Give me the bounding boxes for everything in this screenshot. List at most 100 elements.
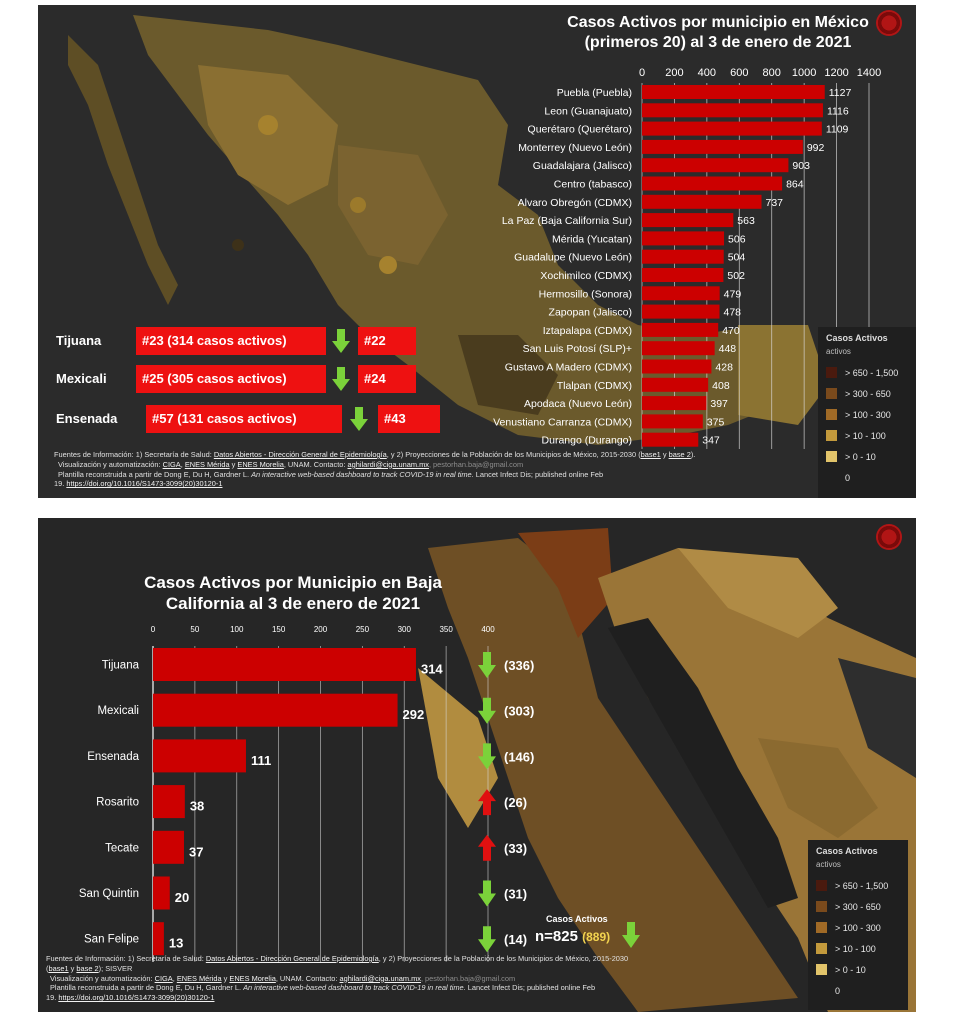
bar	[153, 785, 185, 819]
map-legend: Casos Activos activos > 650 - 1,500 > 30…	[808, 840, 908, 1010]
tick-label: 350	[439, 625, 453, 634]
ciga-logo-icon	[876, 524, 902, 550]
enes-merida-link[interactable]: ENES Mérida	[184, 459, 230, 469]
bar	[642, 158, 789, 173]
legend-item: > 0 - 10	[826, 446, 916, 467]
mexico-panel: Casos Activos por municipio en México (p…	[38, 5, 916, 498]
category-label: Mexicali	[97, 705, 139, 717]
data-label: 397	[710, 398, 728, 410]
down-arrow-icon	[332, 367, 350, 391]
data-label: 347	[702, 435, 720, 447]
down-arrow-icon	[478, 743, 496, 770]
legend-item: > 300 - 650	[826, 383, 916, 404]
category-label: Venustiano Carranza (CDMX)	[493, 416, 632, 428]
category-label: Tecate	[105, 842, 139, 854]
bar-chart-mexico: 0 200 400 600 800 1000 1200 1400 Puebla (Puebla)…	[493, 67, 881, 449]
contact-email-link[interactable]: aghilardi@ciga.unam.mx	[339, 973, 421, 983]
tick-label: 400	[698, 67, 716, 79]
total-value: n=825	[535, 928, 578, 945]
data-label: 563	[737, 215, 755, 227]
source-note: Fuentes de Información: 1) Secretaría de…	[46, 954, 629, 1003]
bar	[642, 121, 822, 136]
data-label: 1127	[829, 87, 852, 99]
legend-item: > 0 - 10	[816, 959, 908, 980]
rank-city: Tijuana	[56, 333, 102, 348]
ciga-link[interactable]: CIGA	[154, 973, 173, 983]
source-link[interactable]: base1	[640, 450, 661, 459]
baja-california-panel: Casos Activos por Municipio en Baja Cali…	[38, 518, 916, 1012]
tick-label: 200	[314, 625, 328, 634]
bar	[153, 648, 416, 681]
bar	[642, 432, 699, 447]
bar	[153, 876, 170, 910]
legend-subtitle: activos	[826, 347, 851, 356]
data-label: 111	[251, 753, 271, 768]
legend-subtitle: activos	[816, 860, 841, 869]
data-label: 903	[792, 160, 810, 172]
down-arrow-icon	[332, 329, 350, 353]
enes-morelia-link[interactable]: ENES Morelia	[237, 459, 284, 469]
bar	[642, 103, 823, 118]
source-link[interactable]: base 2	[76, 963, 99, 973]
data-label: 292	[403, 707, 425, 722]
category-label: Guadalupe (Nuevo León)	[514, 252, 632, 264]
tick-label: 600	[730, 67, 748, 79]
category-label: Leon (Guanajuato)	[544, 105, 632, 117]
legend-item: > 100 - 300	[826, 404, 916, 425]
legend-item: > 650 - 1,500	[816, 875, 908, 896]
legend-title: Casos Activos	[826, 333, 888, 343]
rank-new: #22	[358, 327, 416, 355]
data-label: 408	[712, 380, 730, 392]
down-arrow-icon	[478, 880, 496, 907]
source-link[interactable]: Datos Abiertos - Dirección General de Ep…	[205, 954, 379, 963]
change-label: (303)	[504, 704, 534, 719]
title-line-2: California al 3 de enero de 2021	[165, 594, 421, 614]
chart-title: Casos Activos por Municipio en Baja Cali…	[128, 572, 458, 615]
tick-label: 800	[763, 67, 781, 79]
bar	[642, 249, 724, 264]
source-note: Fuentes de Información: 1) Secretaría de…	[54, 450, 696, 489]
legend-item: > 100 - 300	[816, 917, 908, 938]
category-label: Ensenada	[87, 751, 139, 763]
down-arrow-icon	[350, 407, 368, 431]
data-label: 1109	[826, 124, 849, 136]
bar	[642, 414, 703, 429]
chart-title: Casos Activos por municipio en México (p…	[538, 13, 898, 53]
change-label: (33)	[504, 841, 527, 856]
category-label: Durango (Durango)	[542, 435, 632, 447]
legend-title: Casos Activos	[816, 846, 878, 856]
tick-label: 0	[639, 67, 645, 79]
data-label: 502	[727, 270, 745, 282]
data-label: 314	[421, 662, 443, 677]
bar	[153, 693, 398, 727]
doi-link[interactable]: https://doi.org/10.1016/S1473-3099(20)30…	[58, 993, 215, 1003]
category-label: San Felipe	[84, 934, 139, 946]
legend-swatch	[816, 922, 827, 933]
rank-new: #43	[378, 405, 440, 433]
data-label: 478	[724, 307, 742, 319]
enes-morelia-link[interactable]: ENES Morelia	[229, 973, 276, 983]
category-label: Mérida (Yucatan)	[552, 233, 632, 245]
doi-link[interactable]: https://doi.org/10.1016/S1473-3099(20)30…	[66, 479, 223, 489]
category-label: Centro (tabasco)	[554, 179, 632, 191]
category-label: Tijuana	[102, 660, 140, 672]
source-link[interactable]: base 2	[668, 450, 691, 459]
baja-california-map	[38, 518, 916, 1012]
tick-label: 400	[481, 625, 495, 634]
tick-label: 50	[190, 625, 199, 634]
enes-merida-link[interactable]: ENES Mérida	[176, 973, 222, 983]
ciga-link[interactable]: CIGA	[162, 459, 181, 469]
map-legend: Casos Activos activos > 650 - 1,500 > 30…	[818, 327, 916, 498]
category-label: Zapopan (Jalisco)	[549, 307, 632, 319]
bar	[642, 194, 762, 209]
tick-label: 1400	[857, 67, 881, 79]
bar	[642, 359, 712, 374]
bar	[642, 139, 803, 154]
legend-swatch	[816, 985, 827, 996]
legend-swatch	[826, 472, 837, 483]
bar	[642, 286, 720, 301]
source-link[interactable]: base1	[48, 963, 69, 973]
category-label: Querétaro (Querétaro)	[528, 124, 632, 136]
source-link[interactable]: Datos Abiertos - Dirección General de Ep…	[213, 450, 387, 459]
contact-email-link[interactable]: aghilardi@ciga.unam.mx	[347, 459, 429, 469]
